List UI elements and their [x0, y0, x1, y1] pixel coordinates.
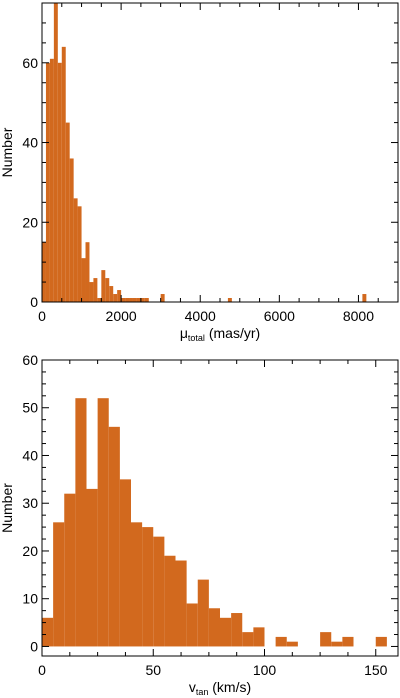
v-tan-bar-13	[186, 603, 198, 647]
mu-total-bar-23	[132, 298, 137, 302]
mu-total-bar-17	[109, 286, 114, 302]
v-tan-histogram: 0 50 100 150 0 10 20 30 40 50 60 Number vtan (km/s…	[0, 352, 399, 697]
mu-total-histogram: 0 2000 4000 6000 8000 0 20 40 60 Number μtotal (…	[0, 2, 399, 343]
v-tan-bar-27	[342, 636, 354, 647]
mu-total-bar-16	[105, 278, 110, 302]
v-tan-x-axis-label-units: (km/s)	[208, 679, 251, 695]
mu-total-bar-20	[121, 298, 126, 302]
mu-total-y-tick-label-3: 60	[22, 55, 38, 71]
mu-total-bar-0	[42, 242, 46, 302]
v-tan-y-axis-label: Number	[0, 483, 15, 533]
mu-total-bar-21	[125, 298, 130, 302]
mu-total-x-tick-label-4: 8000	[343, 308, 374, 324]
mu-total-x-axis-label: μtotal (mas/yr)	[180, 325, 260, 343]
v-tan-y-tick-label-3: 30	[22, 495, 38, 511]
v-tan-y-tick-label-4: 40	[22, 447, 38, 463]
mu-total-bar-3	[53, 3, 58, 302]
v-tan-bar-19	[253, 627, 265, 647]
mu-total-x-tick-label-0: 0	[38, 308, 46, 324]
v-tan-x-axis-label-subscript: tan	[196, 687, 209, 697]
v-tan-bar-14	[197, 579, 209, 647]
v-tan-bar-7	[119, 479, 131, 647]
mu-total-bar-22	[129, 298, 133, 302]
v-tan-y-tick-label-2: 20	[22, 543, 38, 559]
mu-total-bar-27	[160, 294, 165, 302]
v-tan-bar-16	[220, 617, 232, 647]
mu-total-bar-19	[117, 290, 122, 302]
v-tan-bar-6	[108, 426, 120, 647]
v-tan-bar-18	[242, 632, 254, 647]
v-tan-bar-30	[375, 636, 387, 647]
mu-total-x-tick-label-3: 6000	[264, 308, 295, 324]
v-tan-bar-12	[175, 560, 187, 647]
mu-total-y-tick-label-2: 40	[22, 135, 38, 151]
mu-total-bar-8	[73, 198, 78, 302]
mu-total-x-axis-label-main: μ	[180, 325, 188, 341]
mu-total-x-axis-label-subscript: total	[188, 333, 205, 343]
mu-total-bar-1	[45, 62, 50, 302]
mu-total-bar-9	[77, 206, 82, 302]
mu-total-bar-13	[93, 278, 98, 302]
v-tan-x-tick-label-1: 50	[145, 662, 161, 678]
v-tan-bar-21	[275, 636, 287, 647]
mu-total-bar-29	[362, 294, 367, 302]
v-tan-x-axis-label-main: v	[189, 679, 196, 695]
mu-total-bar-6	[65, 122, 70, 302]
v-tan-bar-17	[231, 613, 243, 647]
v-tan-y-tick-label-1: 10	[22, 591, 38, 607]
v-tan-plot-frame	[41, 359, 399, 657]
v-tan-bar-11	[164, 555, 176, 647]
mu-total-tick-labels: 0 2000 4000 6000 8000 0 20 40 60	[22, 55, 374, 324]
v-tan-bar-5	[97, 398, 109, 647]
v-tan-bar-1	[53, 522, 65, 647]
mu-total-bar-10	[81, 258, 86, 302]
mu-total-bar-15	[101, 270, 106, 302]
mu-total-bar-28	[227, 298, 232, 302]
v-tan-ticks	[41, 359, 398, 656]
mu-total-bar-14	[97, 298, 102, 302]
mu-total-bar-7	[69, 158, 74, 302]
mu-total-bar-24	[136, 298, 141, 302]
mu-total-y-tick-label-0: 0	[30, 294, 38, 310]
v-tan-y-tick-label-0: 0	[30, 638, 38, 654]
mu-total-x-axis-label-units: (mas/yr)	[205, 325, 260, 341]
mu-total-bar-5	[61, 46, 66, 302]
mu-total-x-tick-label-2: 4000	[185, 308, 216, 324]
v-tan-y-tick-label-5: 50	[22, 400, 38, 416]
mu-total-bar-2	[49, 58, 54, 303]
v-tan-x-tick-label-0: 0	[38, 662, 46, 678]
mu-total-bar-4	[57, 62, 62, 302]
mu-total-x-tick-label-1: 2000	[106, 308, 137, 324]
v-tan-x-tick-label-3: 150	[364, 662, 388, 678]
v-tan-bars	[42, 398, 387, 647]
v-tan-bar-9	[142, 527, 154, 647]
v-tan-bar-2	[64, 493, 76, 647]
v-tan-bar-8	[131, 522, 143, 647]
v-tan-bar-0	[42, 617, 54, 647]
mu-total-bar-18	[113, 294, 118, 302]
v-tan-bar-4	[86, 488, 98, 647]
v-tan-tick-labels: 0 50 100 150 0 10 20 30 40 50 60	[22, 352, 387, 678]
mu-total-bar-11	[85, 242, 90, 302]
mu-total-ticks	[41, 2, 399, 303]
mu-total-y-axis-label: Number	[0, 127, 15, 177]
v-tan-y-tick-label-6: 60	[22, 352, 38, 368]
mu-total-bars	[42, 3, 367, 303]
v-tan-bar-25	[320, 632, 332, 647]
mu-total-y-tick-label-1: 20	[22, 214, 38, 230]
mu-total-bar-25	[140, 298, 145, 302]
mu-total-bar-12	[89, 282, 94, 302]
mu-total-bar-26	[144, 298, 149, 302]
v-tan-bar-10	[153, 536, 165, 647]
v-tan-bar-3	[75, 398, 87, 647]
v-tan-bar-26	[331, 641, 343, 647]
v-tan-x-tick-label-2: 100	[253, 662, 277, 678]
v-tan-x-axis-label: vtan (km/s)	[189, 679, 251, 697]
v-tan-bar-15	[208, 608, 220, 647]
v-tan-bar-22	[286, 641, 298, 647]
